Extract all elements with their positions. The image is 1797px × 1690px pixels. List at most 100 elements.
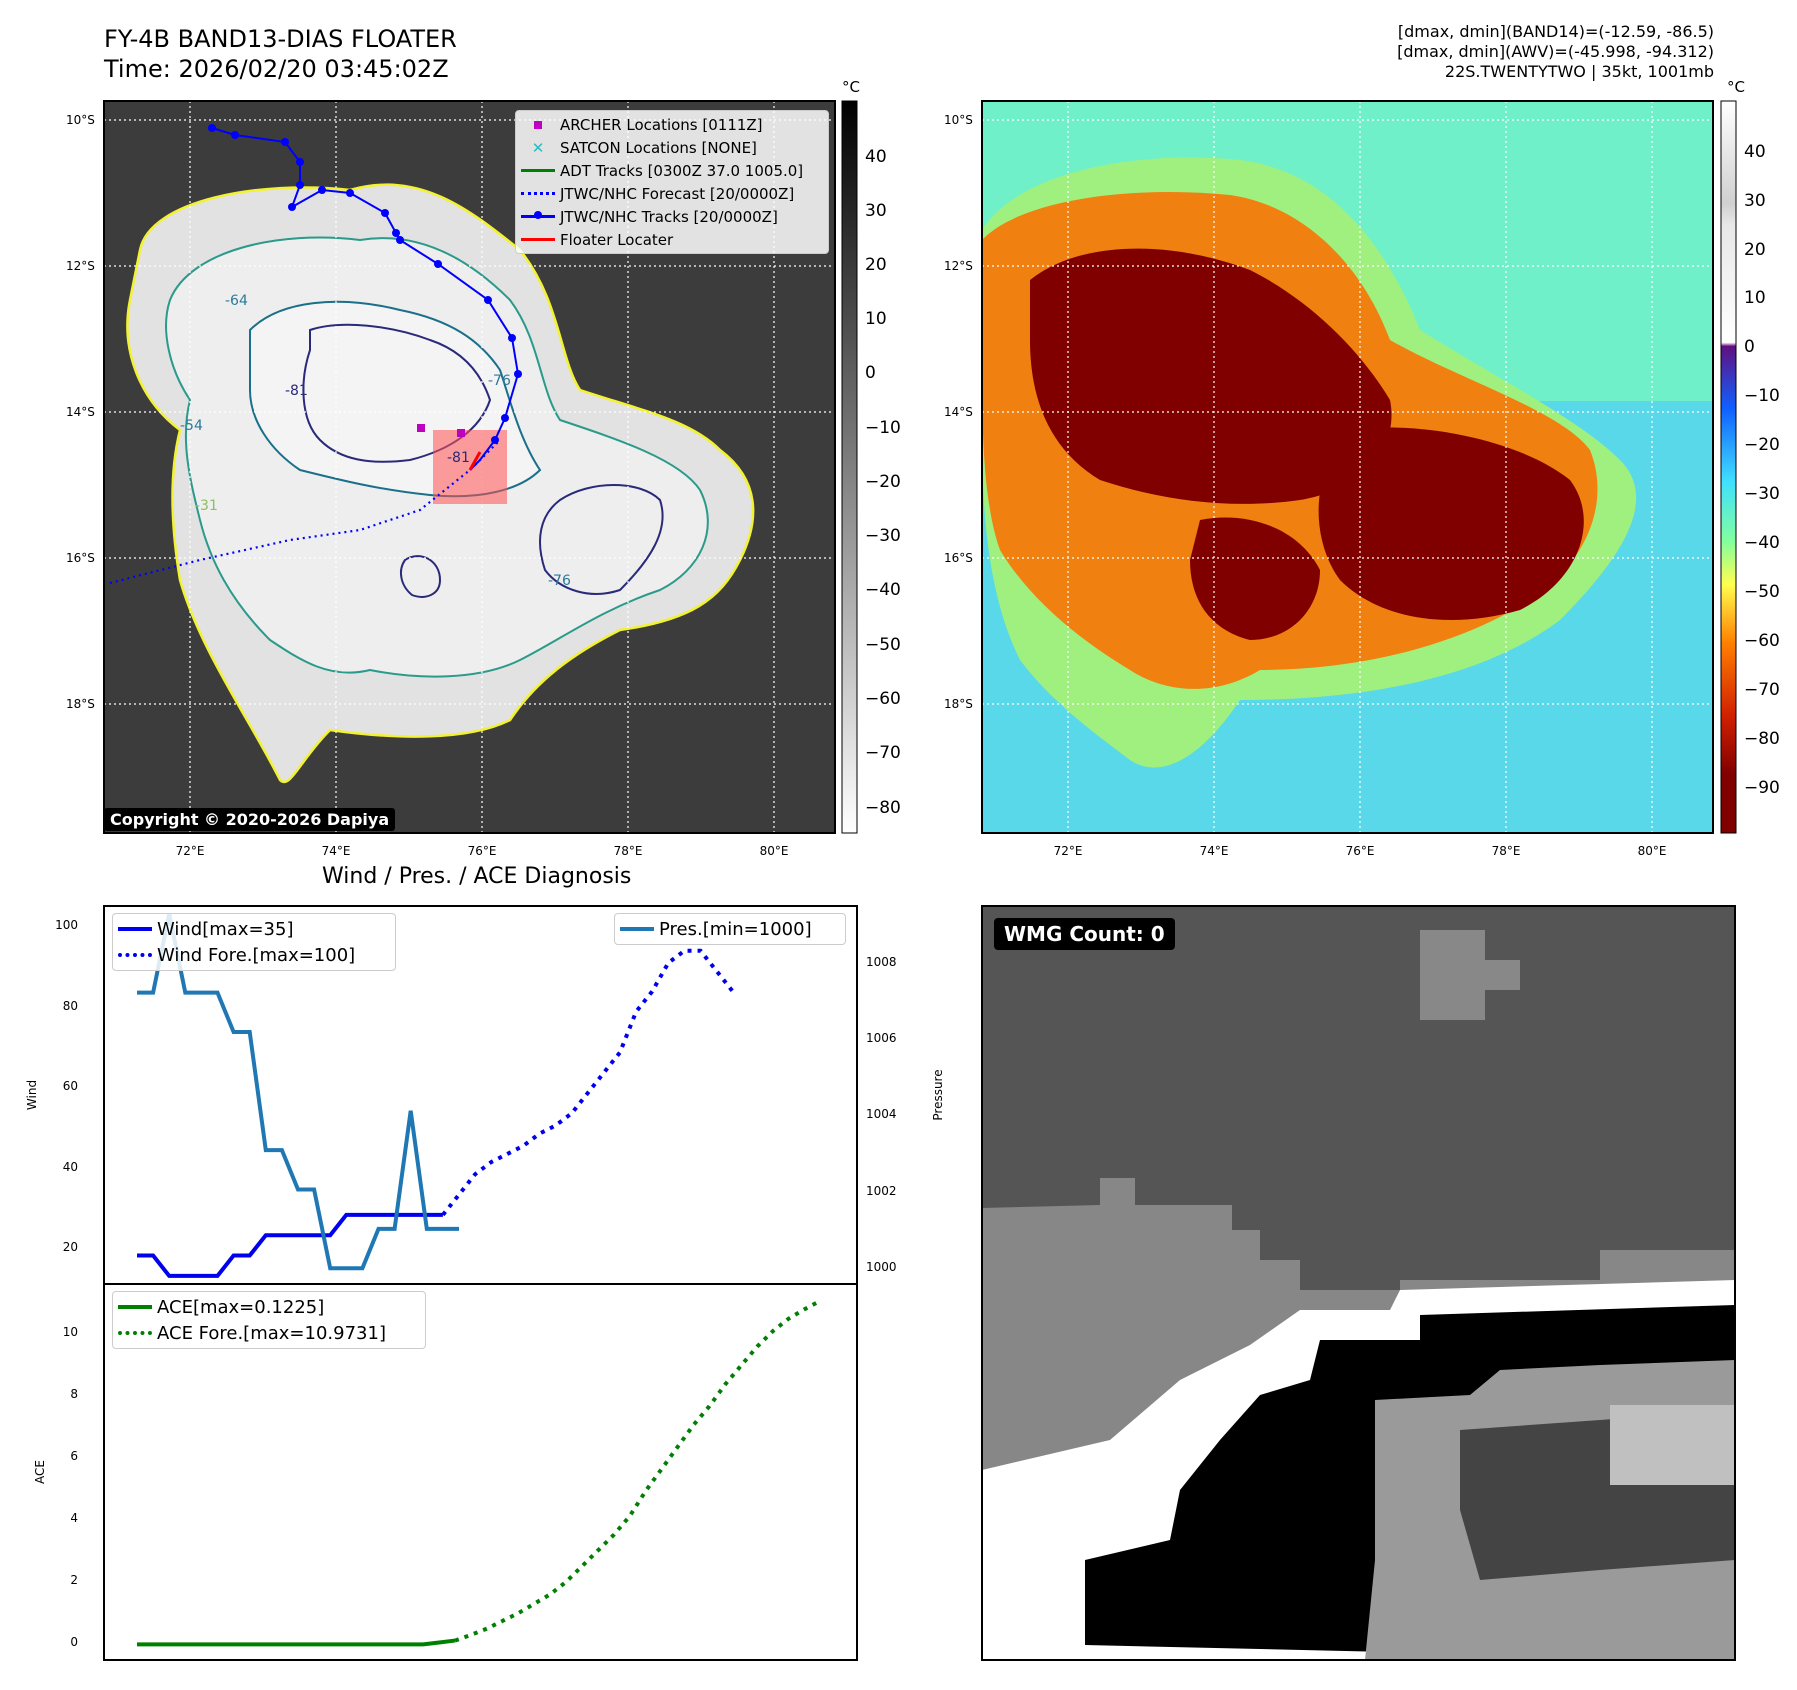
- color-storm-core-1: [1030, 248, 1392, 504]
- color-lat-10s: 10°S: [944, 113, 973, 127]
- color-colorbar: [1720, 100, 1737, 834]
- line-marker-icon: [620, 927, 654, 931]
- legend-forecast: JTWC/NHC Forecast [20/0000Z]: [516, 182, 828, 205]
- color-map-lon-labels: 72°E 74°E 76°E 78°E 80°E: [1054, 844, 1667, 858]
- gray-colorbar: [841, 100, 858, 834]
- cloud-contour-core-2: [539, 484, 664, 595]
- color-tick-4: 0: [1744, 337, 1755, 357]
- gray-tick-12: −80: [865, 798, 901, 818]
- wind-ytick-20: 20: [63, 1240, 78, 1254]
- color-tick-2: 20: [1744, 240, 1766, 260]
- gray-tick-7: −30: [865, 526, 901, 546]
- pres-ytick-1008: 1008: [866, 955, 897, 969]
- wind-ytick-60: 60: [63, 1079, 78, 1093]
- color-tick-11: −70: [1744, 680, 1780, 700]
- wind-pres-marks: [137, 913, 735, 1278]
- color-map-frame: [981, 100, 1714, 834]
- color-tick-12: −80: [1744, 729, 1780, 749]
- color-colorbar-unit: °C: [1727, 78, 1745, 96]
- gray-tick-5: −10: [865, 418, 901, 438]
- dotted-line-icon: [118, 1331, 152, 1335]
- title-line-1: FY-4B BAND13-DIAS FLOATER: [104, 25, 457, 53]
- color-tick-9: −50: [1744, 582, 1780, 602]
- wmg-patch-1: [1420, 930, 1485, 1020]
- color-tick-5: −10: [1744, 386, 1780, 406]
- color-colorbar-ticks: 40 30 20 10 0 −10 −20 −30 −40 −50 −60 −7…: [1744, 142, 1780, 798]
- contour-label-6: -81: [447, 450, 470, 466]
- color-storm-core-3: [1190, 517, 1320, 640]
- wmg-frame: [981, 905, 1736, 1661]
- figure-title: FY-4B BAND13-DIAS FLOATER Time: 2026/02/…: [104, 24, 457, 84]
- lon-label-78e: 78°E: [614, 844, 643, 858]
- contour-label-1: -64: [225, 293, 248, 309]
- wind-legend: Wind[max=35] Wind Fore.[max=100]: [112, 913, 396, 971]
- color-lon-76e: 76°E: [1346, 844, 1375, 858]
- copyright-badge: Copyright © 2020-2026 Dapiya: [104, 808, 396, 831]
- gray-colorbar-ticks: 40 30 20 10 0 −10 −20 −30 −40 −50 −60 −7…: [865, 147, 901, 818]
- ir-map-lon-labels: 72°E 74°E 76°E 78°E 80°E: [176, 844, 789, 858]
- ace-ytick-6: 6: [70, 1449, 78, 1463]
- wind-ytick-100: 100: [55, 918, 78, 932]
- contour-label-3: -76: [488, 373, 511, 389]
- gray-tick-10: −60: [865, 689, 901, 709]
- ir-map-frame: [103, 100, 836, 834]
- color-lat-12s: 12°S: [944, 259, 973, 273]
- archer-location-2: [457, 429, 465, 437]
- ace-yticks: 10 8 6 4 2 0: [63, 1325, 78, 1649]
- legend-adt: ADT Tracks [0300Z 37.0 1005.0]: [516, 159, 828, 182]
- gray-tick-0: 40: [865, 147, 887, 167]
- lat-label-18s: 18°S: [66, 697, 95, 711]
- color-map-lat-labels: 10°S 12°S 14°S 16°S 18°S: [944, 113, 973, 711]
- pres-legend: Pres.[min=1000]: [614, 913, 846, 945]
- color-storm-core-2: [1318, 427, 1584, 620]
- gray-colorbar-unit: °C: [842, 78, 860, 96]
- pres-ytick-1000: 1000: [866, 1260, 897, 1274]
- color-tick-0: 40: [1744, 142, 1766, 162]
- legend-satcon-label: SATCON Locations [NONE]: [560, 138, 757, 157]
- archer-location-1: [417, 424, 425, 432]
- contour-label-7: -76: [548, 573, 571, 589]
- color-tick-3: 10: [1744, 288, 1766, 308]
- gray-tick-11: −70: [865, 743, 901, 763]
- ace-fore-legend-label: ACE Fore.[max=10.9731]: [157, 1322, 386, 1344]
- color-tick-10: −60: [1744, 631, 1780, 651]
- line-marker-icon: [118, 927, 152, 931]
- contour-label-2: -81: [285, 383, 308, 399]
- map-legend: ARCHER Locations [0111Z] ✕ SATCON Locati…: [515, 110, 829, 254]
- legend-floater: Floater Locater: [516, 228, 828, 251]
- color-lon-78e: 78°E: [1492, 844, 1521, 858]
- wmg-count-badge: WMG Count: 0: [994, 918, 1175, 950]
- cloud-contour-core-3: [399, 555, 442, 598]
- wind-legend-solid: Wind[max=35]: [113, 916, 395, 942]
- gray-tick-8: −40: [865, 580, 901, 600]
- title-line-2: Time: 2026/02/20 03:45:02Z: [104, 55, 449, 83]
- color-tick-8: −40: [1744, 533, 1780, 553]
- color-tick-13: −90: [1744, 778, 1780, 798]
- ace-ytick-4: 4: [70, 1511, 78, 1525]
- color-tick-1: 30: [1744, 191, 1766, 211]
- legend-satcon: ✕ SATCON Locations [NONE]: [516, 136, 828, 159]
- gray-tick-6: −20: [865, 472, 901, 492]
- legend-floater-label: Floater Locater: [560, 230, 674, 249]
- color-lon-80e: 80°E: [1638, 844, 1667, 858]
- legend-tracks: JTWC/NHC Tracks [20/0000Z]: [516, 205, 828, 228]
- color-lat-14s: 14°S: [944, 405, 973, 419]
- wind-legend-dotted: Wind Fore.[max=100]: [113, 942, 395, 968]
- figure-info: [dmax, dmin](BAND14)=(-12.59, -86.5) [dm…: [1397, 22, 1714, 82]
- legend-tracks-label: JTWC/NHC Tracks [20/0000Z]: [560, 207, 778, 226]
- lat-label-12s: 12°S: [66, 259, 95, 273]
- ace-ytick-2: 2: [70, 1573, 78, 1587]
- ace-ytick-8: 8: [70, 1387, 78, 1401]
- x-marker-icon: ✕: [531, 138, 545, 157]
- wmg-patch-2: [1485, 960, 1520, 990]
- ir-map-lat-labels: 10°S 12°S 14°S 16°S 18°S: [66, 113, 95, 711]
- color-lon-72e: 72°E: [1054, 844, 1083, 858]
- dotted-line-icon: [118, 953, 152, 957]
- lat-label-10s: 10°S: [66, 113, 95, 127]
- lat-label-16s: 16°S: [66, 551, 95, 565]
- wind-yticks: 100 80 60 40 20: [55, 918, 78, 1254]
- color-map-panel: [982, 101, 1713, 833]
- legend-adt-label: ADT Tracks [0300Z 37.0 1005.0]: [560, 161, 804, 180]
- info-line-3: 22S.TWENTYTWO | 35kt, 1001mb: [1444, 62, 1714, 81]
